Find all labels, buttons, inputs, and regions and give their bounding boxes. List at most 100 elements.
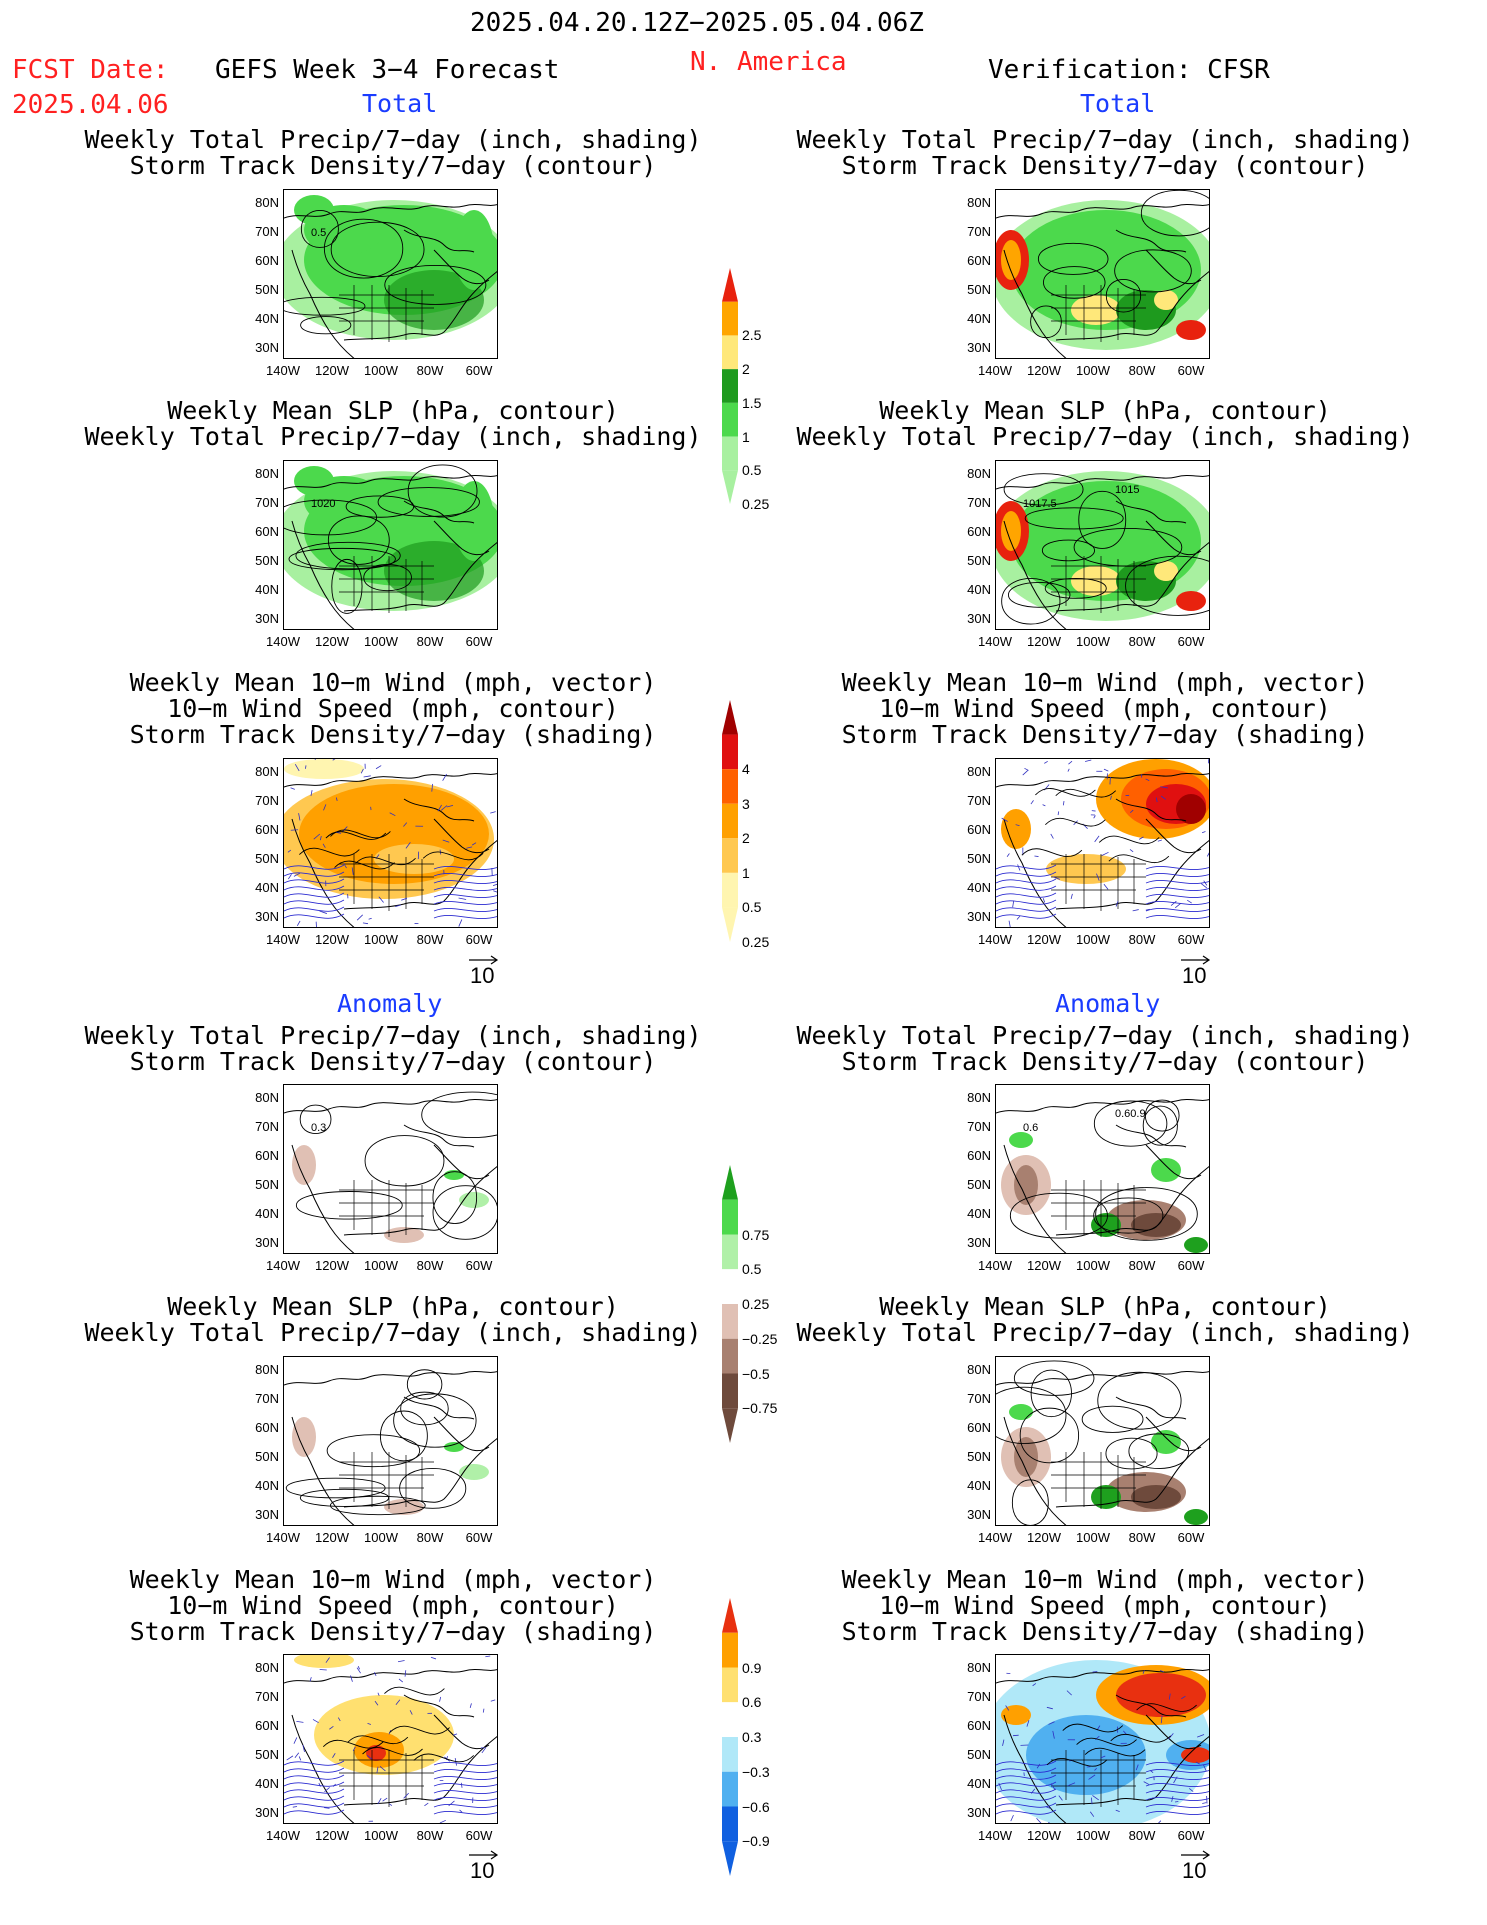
wind-vector [1034, 855, 1039, 857]
track-contour [295, 1191, 403, 1220]
track-contour [1114, 249, 1192, 293]
shading-patch [444, 1442, 464, 1452]
wind-vector [1024, 767, 1029, 771]
lat-label: 40N [967, 311, 991, 326]
lat-label: 50N [967, 851, 991, 866]
wind-vector [1017, 864, 1021, 871]
wind-vector [1085, 759, 1092, 762]
map-canvas [284, 759, 497, 927]
wind-vector [313, 833, 321, 840]
wind-speed-contour [996, 885, 1209, 891]
shading-patch [1176, 794, 1206, 824]
wind-vector [1149, 1770, 1154, 1774]
track-contour [1110, 1734, 1172, 1743]
track-contour [1030, 305, 1062, 338]
wind-vector [1093, 815, 1096, 819]
slp-contour [1125, 555, 1209, 616]
map-ob-precip-anom [995, 1084, 1210, 1254]
track-contour [421, 1091, 497, 1138]
lat-label: 70N [967, 793, 991, 808]
lat-label: 60N [255, 253, 279, 268]
lat-label: 30N [255, 1507, 279, 1522]
wind-vector [1189, 1788, 1194, 1792]
wind-vector [379, 1766, 386, 1772]
slp-contour [377, 487, 480, 517]
wind-vector [1092, 1795, 1099, 1801]
slp-contour [1128, 1433, 1190, 1469]
lat-label: 60N [967, 1420, 991, 1435]
slp-contour [1073, 528, 1183, 567]
wind-vector [351, 867, 354, 875]
lon-label: 60W [465, 363, 493, 378]
lon-label: 100W [364, 1530, 398, 1545]
coastline [996, 475, 1209, 629]
colorbar-segment [722, 1806, 738, 1842]
colorbar-bottom-triangle [722, 470, 738, 504]
lat-label: 40N [967, 880, 991, 895]
title-fc-wind-total: Weekly Mean 10−m Wind (mph, vector) 10−m… [129, 668, 657, 749]
slp-contour [399, 1468, 467, 1509]
wind-vector [1201, 883, 1208, 889]
vector-ref-value: 10 [1182, 963, 1207, 988]
slp-contour [1007, 582, 1071, 608]
wind-vector [1008, 920, 1011, 927]
wind-vector [1022, 770, 1029, 776]
wind-vector [1001, 817, 1008, 822]
shading-patch [384, 541, 484, 601]
wind-vector [319, 910, 328, 914]
wind-vector [1088, 1774, 1096, 1780]
wind-vector [493, 890, 497, 893]
coastline [284, 1099, 497, 1253]
state-boundaries [339, 1452, 434, 1509]
lon-label: 100W [1076, 363, 1110, 378]
verification-title: Verification: CFSR [988, 55, 1270, 85]
lat-label: 70N [255, 793, 279, 808]
colorbar-track_anom [722, 1598, 738, 1876]
wind-vector [1048, 1721, 1055, 1725]
lat-label: 80N [967, 195, 991, 210]
wind-vector [1101, 851, 1109, 856]
wind-vector [1157, 839, 1162, 842]
slp-contour [363, 564, 412, 592]
wind-vector [1155, 797, 1158, 803]
lon-label: 80W [1128, 634, 1156, 649]
title-fc-slp-total: Weekly Mean SLP (hPa, contour) Weekly To… [84, 396, 702, 451]
lon-label: 140W [978, 1258, 1012, 1273]
wind-vector [397, 1660, 405, 1663]
wind-vector [323, 804, 327, 811]
lon-label: 120W [315, 1530, 349, 1545]
track-contour [1142, 1105, 1178, 1146]
wind-vector [360, 768, 364, 774]
colorbar-label: 2 [742, 830, 750, 847]
slp-contour [1030, 1369, 1072, 1417]
lat-label: 60N [255, 524, 279, 539]
colorbar-precip_total [722, 268, 738, 504]
track-contour [1045, 817, 1106, 827]
wind-vector [298, 1756, 302, 1761]
lon-label: 60W [1177, 1828, 1205, 1843]
wind-vector [409, 1710, 413, 1715]
track-contour [364, 1135, 445, 1187]
colorbar-segment [722, 1737, 738, 1772]
wind-vector [1174, 1801, 1179, 1803]
track-contour [1093, 1100, 1168, 1147]
shading-patch [294, 195, 334, 225]
lon-label: 100W [1076, 932, 1110, 947]
lat-label: 70N [967, 495, 991, 510]
fcst-date-label: FCST Date: [12, 55, 169, 85]
colorbar-label: 0.25 [742, 1296, 770, 1312]
shading-patch [1131, 1485, 1181, 1509]
wind-vector [366, 1755, 373, 1760]
wind-vector [293, 1737, 298, 1744]
wind-vector [1042, 804, 1046, 807]
lat-label: 30N [255, 611, 279, 626]
map-ob-wind-anom [995, 1654, 1210, 1824]
shading-patch [384, 270, 484, 330]
slp-contour [1044, 578, 1107, 599]
lat-label: 50N [967, 282, 991, 297]
wind-speed-contour [996, 1781, 1209, 1787]
slp-contour [1013, 1360, 1095, 1396]
wind-vector [374, 1700, 379, 1706]
lat-label: 30N [255, 1235, 279, 1250]
wind-vector [1197, 1734, 1205, 1738]
